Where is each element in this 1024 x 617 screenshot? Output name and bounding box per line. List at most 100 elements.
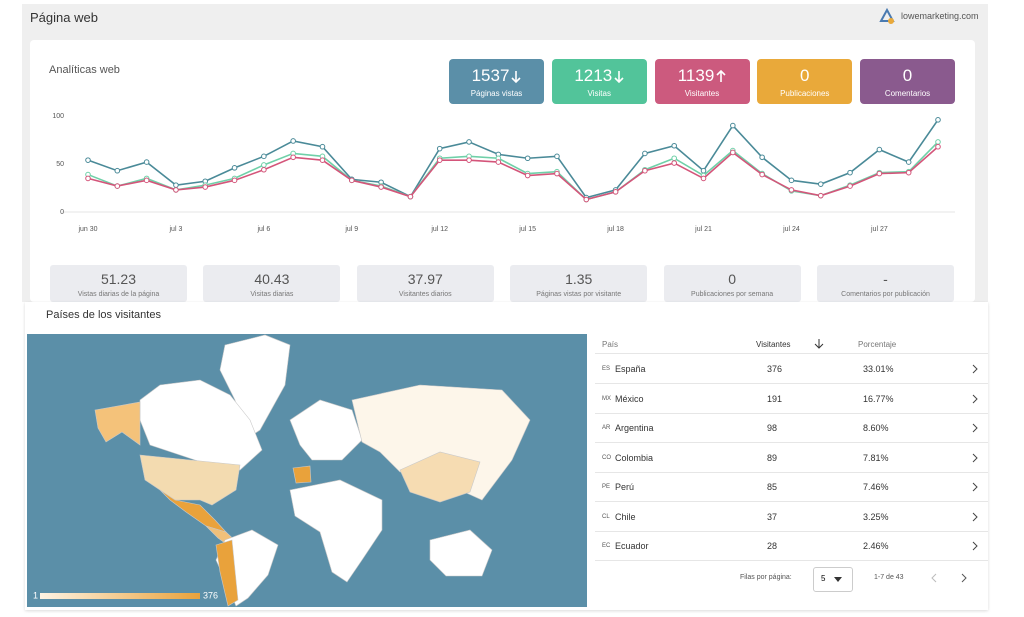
kpi-value: 0 [902, 66, 913, 85]
point [85, 157, 91, 163]
header-rule [595, 353, 988, 354]
trend-arrow [614, 70, 624, 83]
site-logo [879, 7, 895, 24]
countries [94, 334, 531, 607]
chevron [972, 394, 978, 403]
country-code: AR [602, 425, 611, 431]
kpi-label: Páginas vistas [470, 89, 523, 98]
point [730, 122, 736, 129]
point [876, 170, 883, 177]
stat-card: - Comentarios por publicación [817, 265, 954, 302]
site-name: lowemarketing.com [901, 11, 979, 21]
point [583, 196, 590, 203]
point [173, 187, 179, 193]
country-name: España [615, 364, 646, 374]
prev-page[interactable] [930, 573, 938, 583]
trend-arrow [511, 70, 521, 83]
kpi-value-row: 0 [757, 66, 852, 86]
point [466, 157, 472, 163]
africa [289, 479, 383, 583]
visitors: 98 [767, 423, 778, 433]
legend-bar [40, 593, 200, 599]
stat-value: - [883, 271, 888, 287]
europe [289, 399, 363, 461]
point [788, 177, 795, 184]
kpi-label: Comentarios [884, 89, 931, 98]
x-tick-label: jun 30 [77, 226, 97, 233]
kpi-card: 0 Publicaciones [757, 59, 853, 104]
point [847, 169, 853, 176]
point [759, 171, 765, 178]
x-tick-label: jul 27 [870, 226, 888, 233]
point [905, 159, 912, 165]
x-tick-label: jul 3 [169, 226, 183, 233]
row-chevron[interactable] [971, 364, 979, 374]
stat-value: 37.97 [407, 271, 443, 287]
usa [139, 454, 241, 506]
arrow [614, 70, 624, 83]
point [817, 181, 824, 187]
point [876, 146, 883, 153]
point [436, 145, 443, 152]
row-chevron[interactable] [971, 394, 979, 404]
kpi-value-row: 1213 [552, 66, 647, 86]
sort-arrow[interactable] [814, 338, 824, 350]
percent: 7.81% [863, 452, 889, 463]
stat-card: 0 Publicaciones por semana [663, 265, 801, 302]
point [495, 159, 502, 165]
row-chevron[interactable] [971, 541, 979, 551]
point [554, 170, 560, 177]
kpi-card: 1213 Visitas [551, 59, 647, 104]
dropdown-arrow [834, 577, 842, 582]
visitors: 376 [767, 364, 783, 374]
chevron [972, 453, 978, 462]
kpi-card: 1537 Páginas vistas [449, 59, 544, 104]
country-name: Perú [615, 482, 635, 492]
rows-value: 5 [821, 574, 826, 583]
row-chevron[interactable] [971, 512, 979, 522]
percent: 3.25% [863, 511, 889, 522]
stat-label: Publicaciones por semana [691, 291, 774, 298]
point [524, 155, 531, 162]
spain [292, 465, 312, 484]
visitors: 191 [767, 393, 783, 404]
percent: 33.01% [863, 364, 894, 374]
point [554, 153, 560, 160]
series-line [87, 146, 939, 201]
countries-title: Países de los visitantes [46, 309, 161, 321]
country-code: CL [602, 513, 610, 520]
china [399, 451, 481, 503]
series-line [87, 141, 939, 201]
point [847, 183, 853, 189]
country-name: Chile [615, 511, 636, 522]
row-chevron[interactable] [971, 423, 979, 433]
stat-label: Vistas diarias de la página [77, 291, 160, 298]
point [436, 157, 443, 163]
point [231, 165, 238, 171]
row-chevron[interactable] [971, 482, 979, 492]
x-tick-label: jul 24 [782, 226, 800, 233]
stat-card: 51.23 Vistas diarias de la página [50, 265, 187, 302]
stat-card: 40.43 Visitas diarias [203, 265, 341, 302]
col-visitors: Visitantes [756, 340, 791, 349]
point [378, 184, 384, 190]
x-tick-label: jul 9 [344, 226, 358, 233]
stat-card: 1.35 Páginas vistas por visitante [510, 265, 648, 302]
row-chevron[interactable] [971, 453, 979, 463]
point [817, 192, 824, 199]
x-tick-label: jul 15 [518, 226, 536, 233]
table-row: EC Ecuador 28 2.46% [595, 531, 988, 561]
chevron [972, 364, 978, 374]
trend-arrow [716, 69, 726, 82]
point [348, 177, 355, 184]
kpi-value: 0 [800, 66, 810, 85]
rows-select[interactable]: 5 [813, 567, 853, 592]
country-name: Ecuador [615, 541, 649, 551]
percent: 7.46% [863, 482, 889, 492]
next-page[interactable] [960, 573, 968, 583]
point [612, 189, 619, 195]
chevron [972, 512, 978, 521]
point [935, 143, 941, 150]
point [524, 172, 531, 179]
x-tick-label: jul 6 [256, 226, 270, 233]
